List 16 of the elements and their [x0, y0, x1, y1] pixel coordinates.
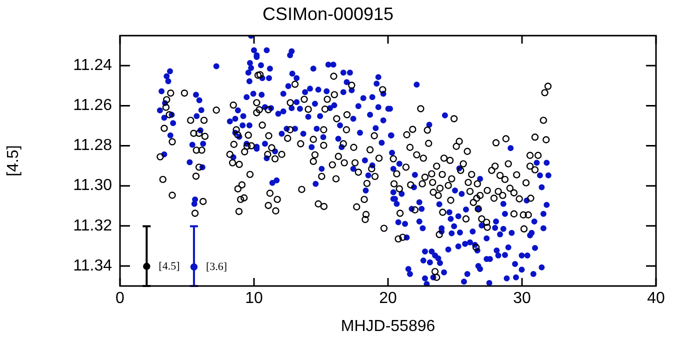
- y-tick-label: 11.26: [73, 97, 112, 114]
- y-tick-label: 11.30: [73, 177, 112, 194]
- x-tick-label: 0: [116, 290, 125, 308]
- x-axis-title: MHJD-55896: [340, 318, 436, 335]
- x-tick-label: 20: [379, 290, 397, 308]
- series-label: [4.5]: [158, 260, 180, 272]
- y-axis-title: [4.5]: [5, 145, 22, 176]
- y-tick-label: 11.28: [73, 137, 112, 154]
- x-tick-label: 10: [245, 290, 263, 308]
- y-tick-label: 11.34: [73, 257, 112, 274]
- y-tick-label: 11.24: [73, 57, 112, 74]
- y-tick-label: 11.32: [73, 217, 112, 234]
- series-label: [3.6]: [206, 260, 228, 273]
- chart-title: CSIMon-000915: [262, 4, 394, 24]
- x-tick-label: 30: [513, 290, 531, 308]
- x-tick-label: 40: [647, 290, 665, 308]
